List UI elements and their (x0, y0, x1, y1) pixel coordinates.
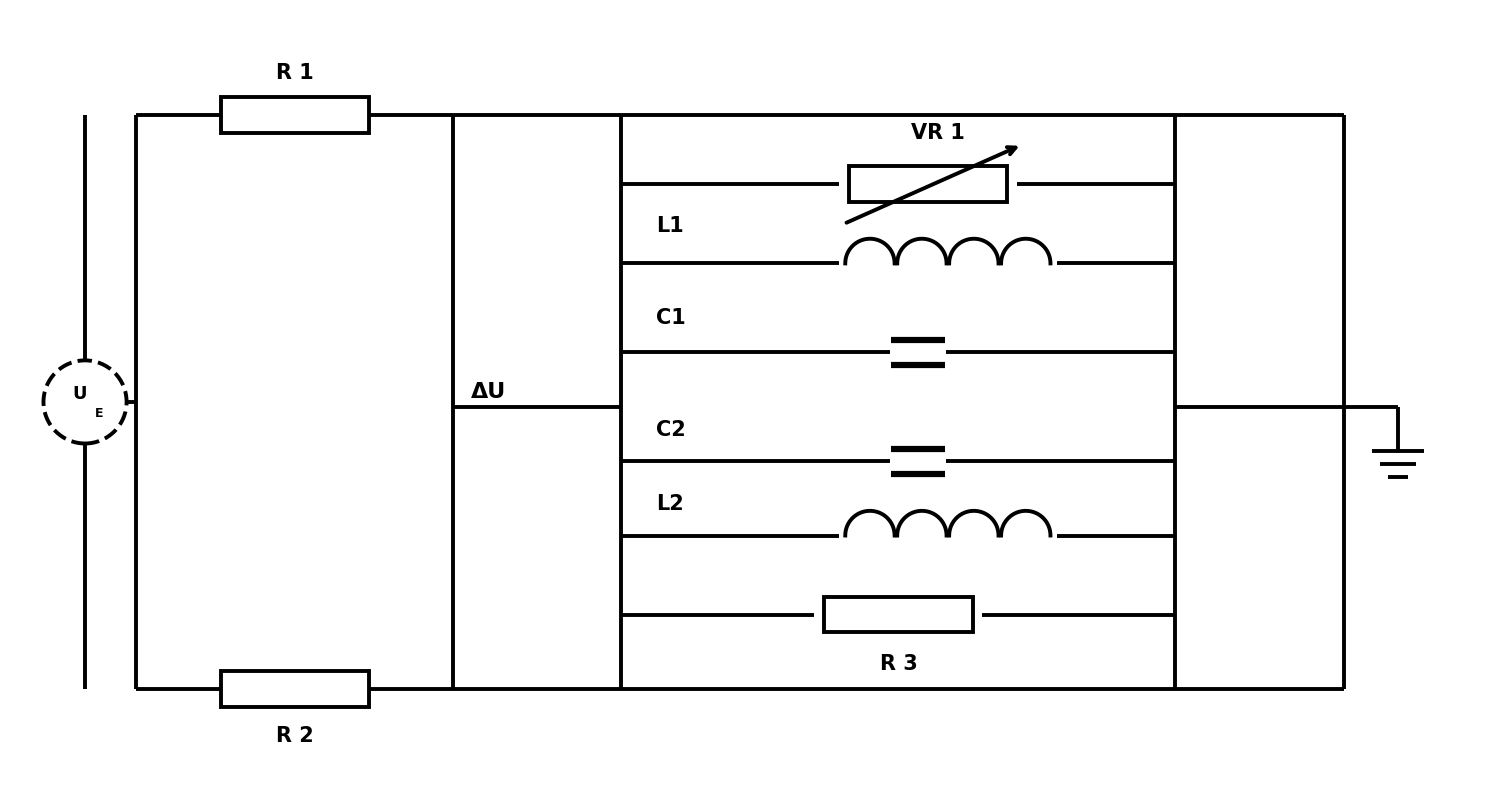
Text: U: U (73, 385, 87, 403)
Text: C1: C1 (655, 308, 685, 328)
Text: C2: C2 (655, 420, 685, 440)
Bar (221, 97, 369, 133)
Bar (824, 597, 972, 633)
Text: R 2: R 2 (276, 726, 314, 747)
Text: E: E (94, 407, 103, 421)
Text: ΔU: ΔU (470, 382, 506, 402)
Bar (221, 671, 369, 706)
Text: R 3: R 3 (879, 654, 917, 674)
Text: L2: L2 (655, 493, 684, 514)
Text: L1: L1 (655, 215, 684, 236)
Bar (850, 166, 1008, 202)
Text: R 1: R 1 (276, 63, 314, 83)
Text: VR 1: VR 1 (911, 123, 964, 143)
